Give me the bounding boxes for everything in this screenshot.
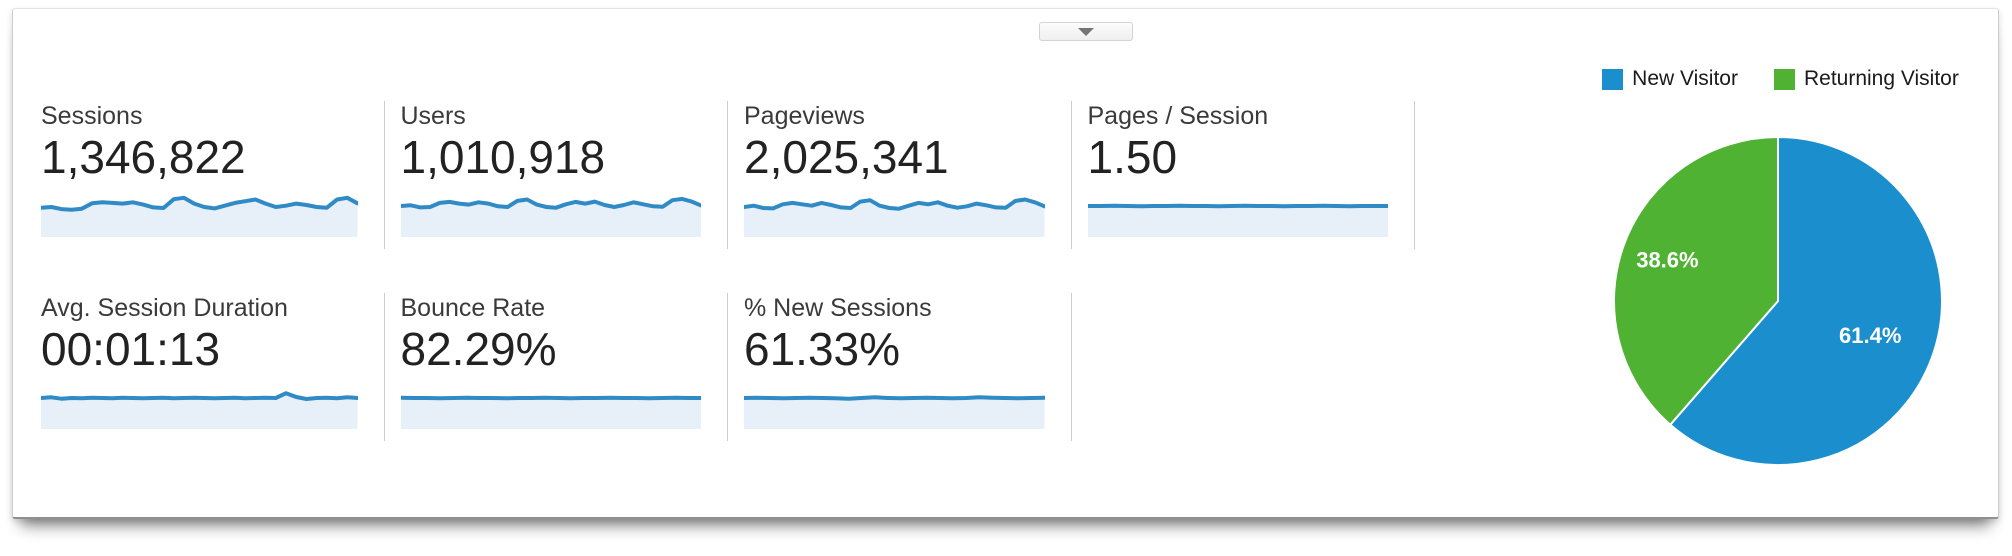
sparkline-chart[interactable]: [1087, 191, 1389, 237]
legend-swatch-returning-visitor: [1773, 68, 1795, 90]
metric-value: 2,025,341: [744, 131, 949, 183]
visitors-pie-chart[interactable]: 61.4% 38.6%: [1611, 134, 1945, 468]
metric-value: 1,010,918: [400, 131, 606, 183]
metric-label: % New Sessions: [744, 294, 932, 322]
sparkline-chart[interactable]: [41, 191, 358, 237]
metric-value: 00:01:13: [41, 323, 221, 375]
pie-slice-label: 38.6%: [1636, 247, 1698, 272]
metric-label: Pages / Session: [1087, 102, 1269, 130]
metric-card-users: Users 1,010,918: [385, 101, 728, 249]
collapse-widget-button[interactable]: [1039, 22, 1133, 41]
sparkline-line: [1087, 203, 1388, 209]
metric-value: 1,346,822: [41, 131, 246, 183]
metric-label: Bounce Rate: [400, 294, 546, 322]
legend-label: New Visitor: [1632, 67, 1738, 90]
metrics-row-2: Avg. Session Duration 00:01:13 Bounce Ra…: [41, 293, 1415, 441]
legend-label: Returning Visitor: [1803, 67, 1959, 90]
metrics-summary: Sessions 1,346,822 Users 1,010,918 Pagev…: [41, 101, 1415, 441]
metric-card-pages-per-session: Pages / Session 1.50: [1072, 101, 1415, 249]
metric-card-percent-new-sessions: % New Sessions 61.33%: [728, 293, 1072, 441]
metrics-row-1: Sessions 1,346,822 Users 1,010,918 Pagev…: [41, 101, 1415, 249]
sparkline-area: [1087, 205, 1388, 237]
sparkline-line: [41, 195, 358, 212]
sparkline-line: [400, 196, 701, 210]
pie-legend: New Visitor Returning Visitor: [1558, 67, 2003, 91]
sparkline-chart[interactable]: [744, 383, 1045, 429]
metric-card-bounce-rate: Bounce Rate 82.29%: [385, 293, 728, 441]
pie-slice-new-visitor[interactable]: [1668, 135, 1943, 466]
sparkline-area: [744, 397, 1045, 429]
metric-label: Avg. Session Duration: [41, 294, 288, 322]
pie-slice-returning-visitor[interactable]: [1613, 135, 1779, 427]
metric-label: Sessions: [41, 102, 143, 130]
sparkline-line: [400, 395, 701, 401]
metric-card-pageviews: Pageviews 2,025,341: [728, 101, 1072, 249]
sparkline-line: [41, 391, 358, 401]
metric-card-sessions: Sessions 1,346,822: [41, 101, 385, 249]
sparkline-area: [400, 198, 701, 237]
sparkline-line: [744, 197, 1045, 211]
sparkline-area: [41, 393, 358, 429]
sparkline-chart[interactable]: [41, 383, 358, 429]
sparkline-chart[interactable]: [744, 191, 1045, 237]
sparkline-line: [744, 395, 1045, 401]
metric-card-avg-session-duration: Avg. Session Duration 00:01:13: [41, 293, 385, 441]
sparkline-area: [744, 199, 1045, 237]
legend-item-new-visitor: New Visitor: [1602, 67, 1738, 91]
metric-value: 61.33%: [744, 323, 901, 375]
overview-panel: Sessions 1,346,822 Users 1,010,918 Pagev…: [12, 8, 1999, 519]
sparkline-chart[interactable]: [400, 383, 702, 429]
metric-value: 82.29%: [400, 323, 557, 375]
metric-label: Users: [400, 102, 466, 130]
metric-label: Pageviews: [744, 102, 865, 130]
sparkline-chart[interactable]: [400, 191, 702, 237]
sparkline-area: [400, 397, 701, 429]
legend-item-returning-visitor: Returning Visitor: [1773, 67, 1959, 91]
legend-swatch-new-visitor: [1602, 68, 1624, 90]
metric-value: 1.50: [1087, 131, 1178, 183]
pie-slice-label: 61.4%: [1839, 323, 1901, 348]
chevron-down-icon: [1078, 27, 1094, 36]
